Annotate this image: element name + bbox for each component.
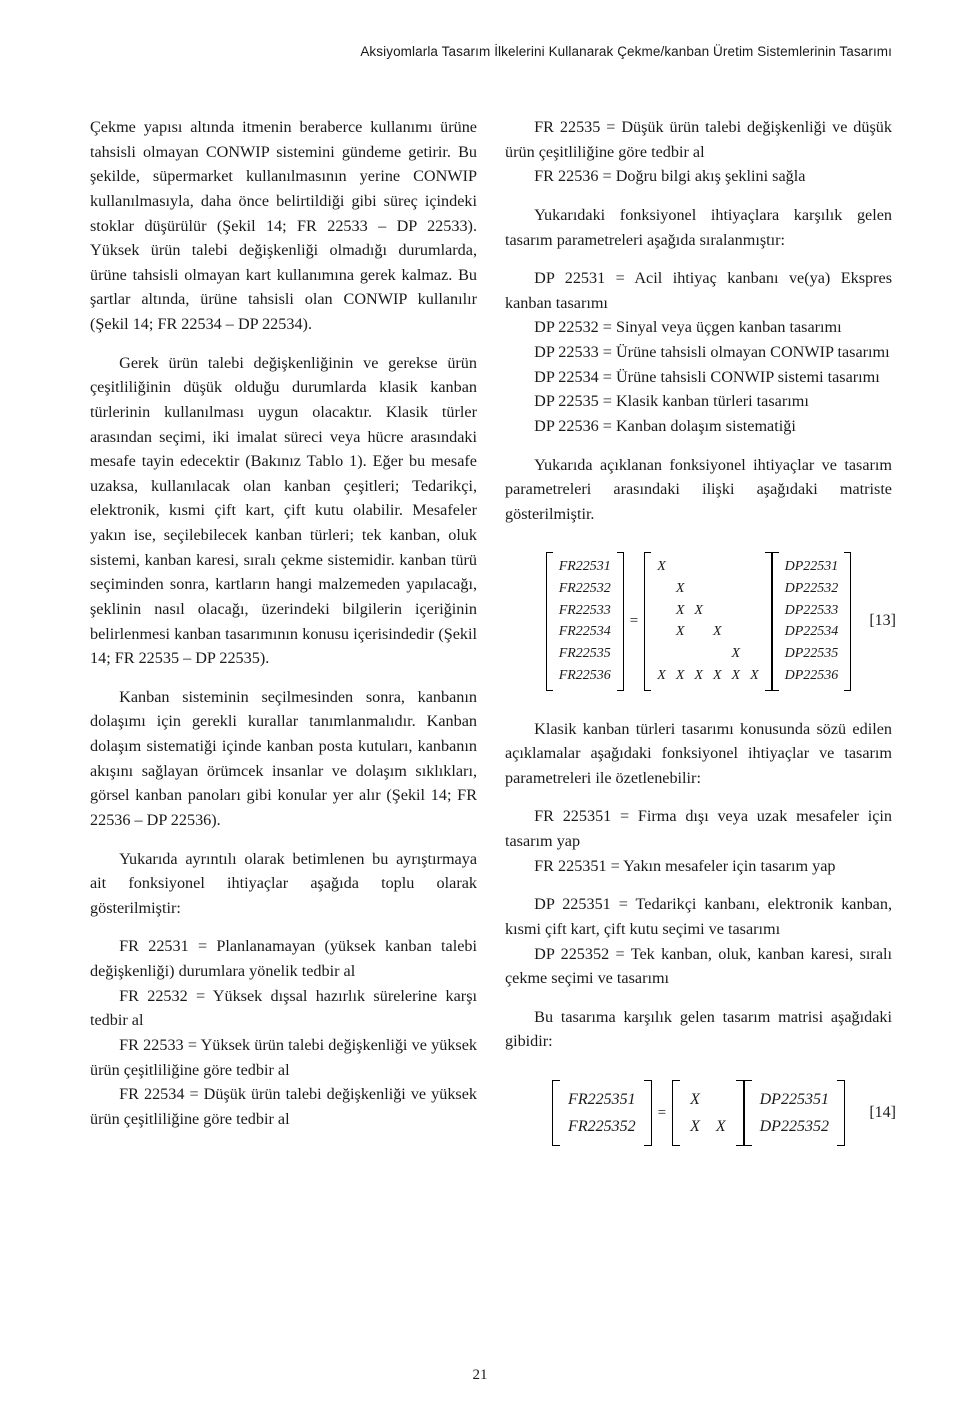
fr-definition: FR 22532 = Yüksek dışsal hazırlık sürele… [90,984,477,1033]
matrix-cell: DP22534 [785,621,839,643]
paragraph: Çekme yapısı altında itmenin beraberce k… [90,115,477,337]
matrix-cell [676,556,685,578]
matrix-equation: FR22531FR22532FR22533FR22534FR22535FR225… [546,552,852,690]
matrix-cell [713,643,722,665]
page: Aksiyomlarla Tasarım İlkelerini Kullanar… [0,0,960,1404]
fr-definition: FR 22534 = Düşük ürün talebi değişkenliğ… [90,1082,477,1131]
matrix-cell: FR22535 [559,643,611,665]
equals-sign: = [624,610,644,633]
matrix-cell [716,1086,726,1113]
matrix-cell: X [690,1113,700,1140]
matrix-cell [694,643,703,665]
matrix-cell: X [694,600,703,622]
equation-14: FR225351FR225352 = X XX DP225351DP225352… [505,1080,892,1146]
running-head: Aksiyomlarla Tasarım İlkelerini Kullanar… [90,44,892,59]
paragraph: Gerek ürün talebi değişkenliğinin ve ger… [90,351,477,671]
matrix-cell [750,621,759,643]
matrix-cell [750,643,759,665]
equation-13: FR22531FR22532FR22533FR22534FR22535FR225… [505,552,892,690]
matrix-cell: DP22532 [785,578,839,600]
equation-number: [14] [869,1101,896,1125]
matrix-cell: FR22532 [559,578,611,600]
matrix-cell [750,600,759,622]
matrix-cell: X [690,1086,700,1113]
fr-definition: FR 22533 = Yüksek ürün talebi değişkenli… [90,1033,477,1082]
fr-definition: FR 225351 = Firma dışı veya uzak mesafel… [505,804,892,853]
matrix-cell [732,621,741,643]
right-column: FR 22535 = Düşük ürün talebi değişkenliğ… [505,115,892,1172]
matrix-cell: DP22536 [785,665,839,687]
dp-definition: DP 22532 = Sinyal veya üçgen kanban tasa… [505,315,892,340]
dp-definition: DP 22534 = Ürüne tahsisli CONWIP sistemi… [505,365,892,390]
matrix-cell [657,600,666,622]
matrix-cell: X [713,665,722,687]
matrix-cell: FR225352 [568,1113,636,1140]
fr-definition: FR 22535 = Düşük ürün talebi değişkenliğ… [505,115,892,164]
matrix-cell: DP22531 [785,556,839,578]
matrix-cell [732,556,741,578]
matrix-cell [732,600,741,622]
matrix-cell: FR22531 [559,556,611,578]
matrix-equation: FR225351FR225352 = X XX DP225351DP225352 [552,1080,845,1146]
matrix-cell: X [657,556,666,578]
left-column: Çekme yapısı altında itmenin beraberce k… [90,115,477,1172]
matrix-cell: FR225351 [568,1086,636,1113]
matrix-cell [732,578,741,600]
matrix-cell: DP22533 [785,600,839,622]
matrix-cell: FR22534 [559,621,611,643]
matrix-cell: X [732,643,741,665]
matrix-cell [676,643,685,665]
matrix-cell [713,578,722,600]
paragraph: Klasik kanban türleri tasarımı konusunda… [505,717,892,791]
dp-definition: DP 22535 = Klasik kanban türleri tasarım… [505,389,892,414]
dp-definition: DP 225352 = Tek kanban, oluk, kanban kar… [505,942,892,991]
paragraph: Yukarıda ayrıntılı olarak betimlenen bu … [90,847,477,921]
matrix-cell: FR22533 [559,600,611,622]
dp-definition: DP 22531 = Acil ihtiyaç kanbanı ve(ya) E… [505,266,892,315]
matrix-cell [657,578,666,600]
matrix-cell: X [676,600,685,622]
paragraph: Bu tasarıma karşılık gelen tasarım matri… [505,1005,892,1054]
matrix-cell [657,643,666,665]
matrix-cell: X [750,665,759,687]
two-column-layout: Çekme yapısı altında itmenin beraberce k… [90,115,892,1172]
dp-definition: DP 225351 = Tedarikçi kanbanı, elektroni… [505,892,892,941]
matrix-cell [694,621,703,643]
matrix-cell: X [676,578,685,600]
paragraph: Yukarıda açıklanan fonksiyonel ihtiyaçla… [505,453,892,527]
matrix-cell: FR22536 [559,665,611,687]
equals-sign: = [652,1102,672,1125]
matrix-cell [694,556,703,578]
fr-definition: FR 225351 = Yakın mesafeler için tasarım… [505,854,892,879]
matrix-cell [750,556,759,578]
matrix-cell [657,621,666,643]
fr-definition: FR 22536 = Doğru bilgi akış şeklini sağl… [505,164,892,189]
paragraph: Yukarıdaki fonksiyonel ihtiyaçlara karşı… [505,203,892,252]
matrix-cell: X [713,621,722,643]
paragraph: Kanban sisteminin seçilmesinden sonra, k… [90,685,477,833]
matrix-cell: X [694,665,703,687]
matrix-cell: X [716,1113,726,1140]
matrix-cell: X [676,621,685,643]
dp-definition: DP 22536 = Kanban dolaşım sistematiği [505,414,892,439]
matrix-cell: X [732,665,741,687]
equation-number: [13] [869,609,896,633]
dp-definition: DP 22533 = Ürüne tahsisli olmayan CONWIP… [505,340,892,365]
matrix-cell: X [676,665,685,687]
page-number: 21 [0,1367,960,1384]
matrix-cell [713,556,722,578]
fr-definition: FR 22531 = Planlanamayan (yüksek kanban … [90,934,477,983]
matrix-cell: DP22535 [785,643,839,665]
matrix-cell: DP225352 [760,1113,829,1140]
matrix-cell [694,578,703,600]
matrix-cell: DP225351 [760,1086,829,1113]
matrix-cell [713,600,722,622]
matrix-cell [750,578,759,600]
matrix-cell: X [657,665,666,687]
